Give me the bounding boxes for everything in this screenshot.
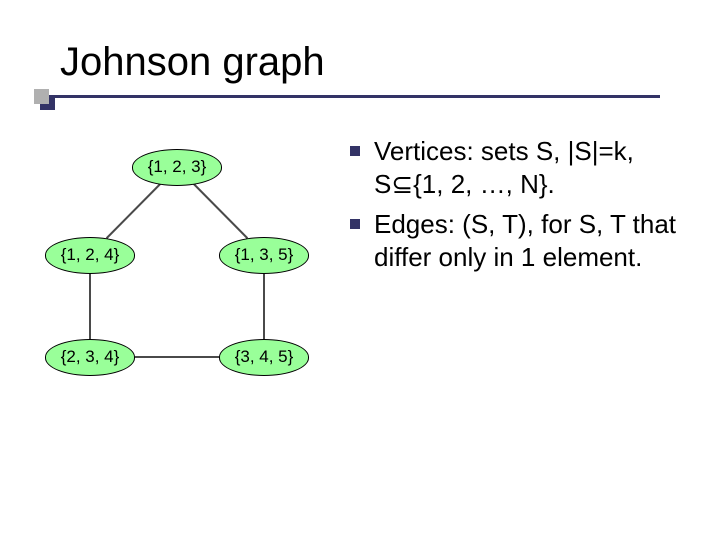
bullet-square-icon [350,146,360,156]
bullet-square-icon [350,219,360,229]
slide-title: Johnson graph [60,40,325,84]
johnson-graph: {1, 2, 3} {1, 2, 4} {1, 3, 5} {2, 3, 4} {3, … [30,125,340,425]
graph-node: {3, 4, 5} [219,339,309,376]
graph-edge [107,184,161,239]
graph-node: {1, 3, 5} [219,237,309,274]
title-decor-square-gray [34,89,49,104]
graph-node: {1, 2, 3} [132,149,222,186]
bullet-text: Vertices: sets S, |S|=k, S⊆{1, 2, …, N}. [374,135,700,200]
graph-edge [194,184,248,239]
title-underline [40,95,660,98]
bullet-list: Vertices: sets S, |S|=k, S⊆{1, 2, …, N}.… [350,135,700,281]
slide-title-wrap: Johnson graph [60,40,325,85]
graph-node: {2, 3, 4} [45,339,135,376]
bullet-item: Vertices: sets S, |S|=k, S⊆{1, 2, …, N}. [350,135,700,200]
bullet-text: Edges: (S, T), for S, T that differ only… [374,208,700,273]
graph-node: {1, 2, 4} [45,237,135,274]
bullet-item: Edges: (S, T), for S, T that differ only… [350,208,700,273]
